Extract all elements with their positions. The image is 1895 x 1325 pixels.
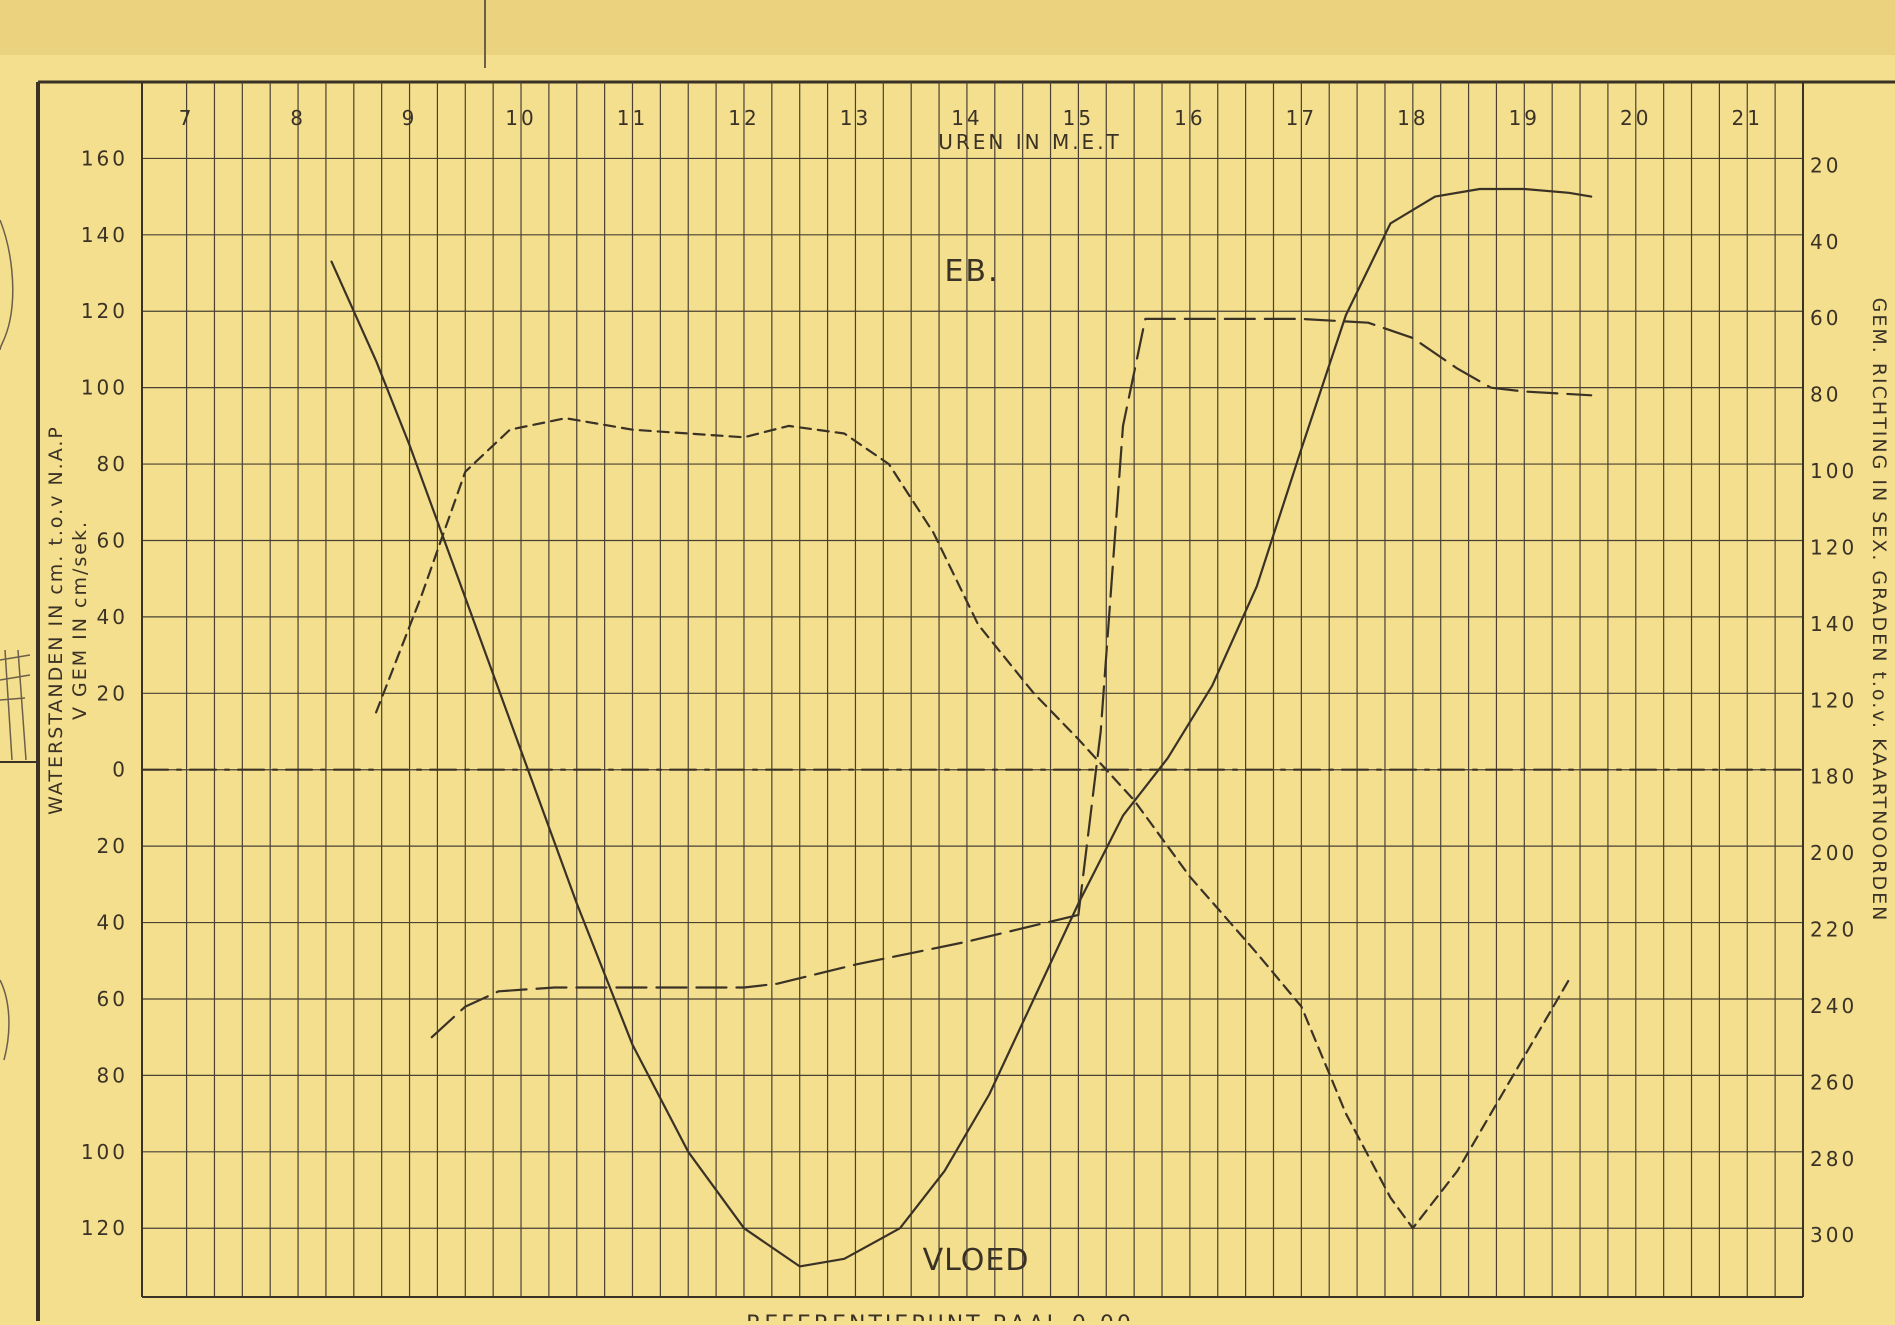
left-y-tick-label: 60 [97, 987, 128, 1011]
left-y-tick-label: 80 [97, 452, 128, 476]
ebb-annotation: EB. [944, 254, 999, 289]
x-tick-label: 12 [728, 106, 759, 130]
x-tick-label: 10 [505, 106, 536, 130]
series-line-solid [330, 187, 1593, 1268]
right-y-tick-label: 220 [1810, 918, 1857, 942]
x-tick-label: 15 [1063, 106, 1094, 130]
left-y-tick-label: 120 [81, 299, 128, 323]
series-line-long-dash [1077, 317, 1593, 917]
right-y-tick-labels: 20 40 60 80 100 120 140 120 180 200 220 240 260 280 30… [1810, 153, 1857, 1247]
x-tick-label: 20 [1620, 106, 1651, 130]
map-fragment [0, 219, 31, 1061]
x-tick-label: 8 [290, 106, 306, 130]
right-y-tick-label: 140 [1810, 612, 1857, 636]
right-y-axis-label: GEM. RICHTING IN SEX. GRADEN t.o.v. KAAR… [1868, 298, 1890, 923]
right-y-tick-label: 260 [1810, 1070, 1857, 1094]
x-tick-label: 11 [617, 106, 648, 130]
right-y-tick-label: 80 [1810, 383, 1841, 407]
right-y-tick-label: 100 [1810, 459, 1857, 483]
right-y-tick-label: 20 [1810, 153, 1841, 177]
reference-point-footer: REFERENTIEPUNT RAAL 0-00 [746, 1312, 1134, 1321]
plot-frame [141, 82, 1804, 1298]
left-y-tick-label: 60 [97, 528, 128, 552]
left-y-tick-labels: 160 140 120 100 80 60 40 20 0 20 40 60 80 100 120 [81, 146, 128, 1240]
series-line-long-dash [430, 913, 1080, 1039]
left-y-tick-label: 40 [97, 911, 128, 935]
x-tick-labels: 7 8 9 10 11 12 13 14 15 16 17 18 19 20 21 [179, 106, 1763, 130]
chart-grid [142, 82, 1804, 1297]
x-tick-label: 14 [951, 106, 982, 130]
left-y-tick-label: 100 [81, 1140, 128, 1164]
left-y-axis-label-line-2: V GEM IN cm/sek. [69, 520, 91, 720]
right-y-tick-label: 300 [1810, 1223, 1857, 1247]
left-y-tick-label: 0 [112, 758, 128, 782]
x-tick-label: 16 [1174, 106, 1205, 130]
top-margin-band [0, 0, 1895, 55]
left-y-tick-label: 160 [81, 146, 128, 170]
x-tick-label: 21 [1732, 106, 1763, 130]
left-y-tick-label: 100 [81, 376, 128, 400]
x-axis-label: UREN IN M.E.T [938, 130, 1122, 154]
left-y-tick-label: 140 [81, 223, 128, 247]
data-series [140, 187, 1805, 1268]
right-y-tick-label: 180 [1810, 765, 1857, 789]
x-tick-label: 13 [840, 106, 871, 130]
left-y-tick-label: 20 [97, 834, 128, 858]
right-y-tick-label: 120 [1810, 688, 1857, 712]
x-tick-label: 18 [1397, 106, 1428, 130]
right-y-tick-label: 240 [1810, 994, 1857, 1018]
left-y-axis-label-line-1: WATERSTANDEN IN cm. t.o.v N.A.P [45, 425, 67, 815]
left-y-tick-label: 20 [97, 681, 128, 705]
x-tick-label: 9 [402, 106, 418, 130]
right-y-tick-label: 40 [1810, 230, 1841, 254]
right-y-tick-label: 280 [1810, 1147, 1857, 1171]
flood-annotation: VLOED [923, 1243, 1030, 1278]
series-line-short-dash [375, 417, 1571, 1230]
x-tick-label: 17 [1286, 106, 1317, 130]
left-y-tick-label: 40 [97, 605, 128, 629]
right-y-tick-label: 120 [1810, 535, 1857, 559]
right-y-tick-label: 200 [1810, 841, 1857, 865]
x-tick-label: 19 [1509, 106, 1540, 130]
left-y-tick-label: 120 [81, 1216, 128, 1240]
left-y-tick-label: 80 [97, 1063, 128, 1087]
right-y-tick-label: 60 [1810, 306, 1841, 330]
x-tick-label: 7 [179, 106, 195, 130]
